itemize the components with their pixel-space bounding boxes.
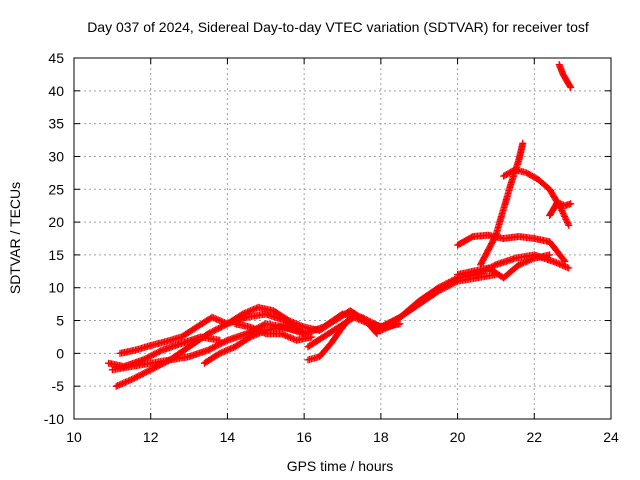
x-tick-label: 10 <box>66 429 82 445</box>
series-s9 <box>377 271 500 331</box>
x-tick-label: 14 <box>220 429 236 445</box>
series-markers <box>477 139 527 269</box>
y-tick-label: 5 <box>56 313 64 329</box>
y-tick-label: 0 <box>56 345 64 361</box>
x-axis-title: GPS time / hours <box>287 458 394 474</box>
series-s11 <box>477 139 527 269</box>
chart-title: Day 037 of 2024, Sidereal Day-to-day VTE… <box>87 19 589 35</box>
tick-marks <box>73 57 612 420</box>
x-tick-label: 20 <box>450 429 466 445</box>
series-s13 <box>546 198 575 219</box>
series-markers <box>454 251 554 282</box>
x-tick-label: 18 <box>373 429 389 445</box>
y-tick-label: 35 <box>48 116 64 132</box>
y-tick-label: 40 <box>48 83 64 99</box>
y-tick-label: 45 <box>48 50 64 66</box>
y-axis-title: SDTVAR / TECUs <box>7 182 23 294</box>
y-tick-label: 25 <box>48 181 64 197</box>
x-tick-label: 12 <box>143 429 159 445</box>
series-markers <box>555 61 575 91</box>
series-markers <box>231 320 316 344</box>
y-tick-labels: -10 -5 0 5 10 15 20 25 30 35 40 45 <box>44 50 64 427</box>
x-tick-label: 22 <box>526 429 542 445</box>
series-s12 <box>500 166 573 229</box>
y-tick-label: 30 <box>48 148 64 164</box>
y-tick-label: -5 <box>52 378 65 394</box>
y-tick-label: 20 <box>48 214 64 230</box>
series-markers <box>377 271 500 331</box>
series-s15 <box>454 251 554 282</box>
data-series <box>105 61 575 390</box>
series-s4 <box>105 333 224 370</box>
x-tick-label: 24 <box>603 429 619 445</box>
y-tick-label: 15 <box>48 247 64 263</box>
series-s14 <box>555 61 575 91</box>
series-markers <box>105 333 224 370</box>
plot-border <box>73 57 612 420</box>
y-tick-label: 10 <box>48 280 64 296</box>
series-markers <box>500 166 573 229</box>
series-markers <box>546 198 575 219</box>
x-tick-label: 16 <box>296 429 312 445</box>
y-tick-label: -10 <box>44 411 64 427</box>
x-tick-labels: 10 12 14 16 18 20 22 24 <box>66 429 619 445</box>
series-s6 <box>231 320 316 344</box>
